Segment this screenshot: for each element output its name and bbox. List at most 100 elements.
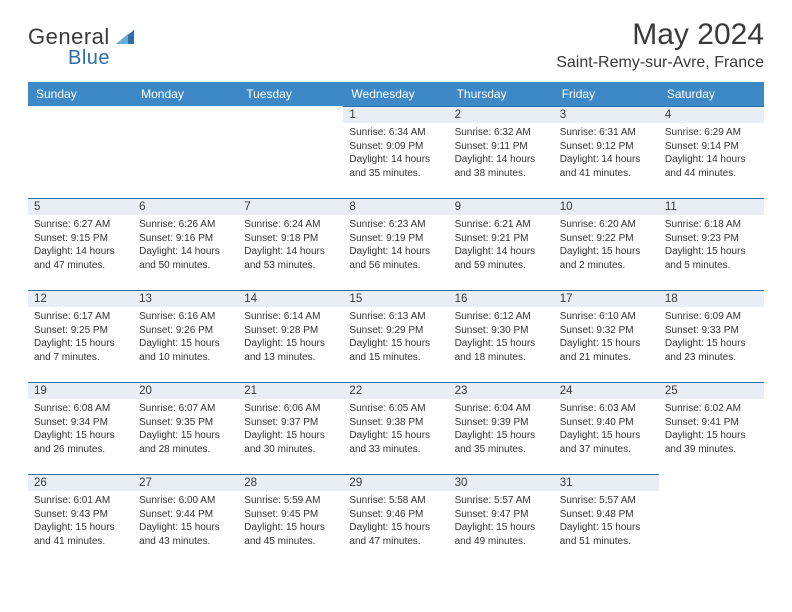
calendar-cell: 31Sunrise: 5:57 AMSunset: 9:48 PMDayligh…	[554, 474, 659, 566]
day-number: 21	[238, 382, 343, 399]
day-number: 22	[343, 382, 448, 399]
day-sunset: Sunset: 9:14 PM	[665, 140, 758, 154]
day-day2: and 44 minutes.	[665, 167, 758, 181]
day-sunrise: Sunrise: 6:07 AM	[139, 402, 232, 416]
day-day1: Daylight: 15 hours	[665, 429, 758, 443]
day-day2: and 35 minutes.	[349, 167, 442, 181]
day-day2: and 28 minutes.	[139, 443, 232, 457]
day-number: 3	[554, 106, 659, 123]
day-sunset: Sunset: 9:15 PM	[34, 232, 127, 246]
day-number: 18	[659, 290, 764, 307]
day-number: 28	[238, 474, 343, 491]
weekday-header: Sunday	[28, 82, 133, 106]
day-day1: Daylight: 15 hours	[244, 429, 337, 443]
day-day2: and 33 minutes.	[349, 443, 442, 457]
day-details: Sunrise: 6:34 AMSunset: 9:09 PMDaylight:…	[343, 123, 448, 184]
day-day2: and 15 minutes.	[349, 351, 442, 365]
calendar-cell: 26Sunrise: 6:01 AMSunset: 9:43 PMDayligh…	[28, 474, 133, 566]
day-number: 31	[554, 474, 659, 491]
day-sunrise: Sunrise: 6:27 AM	[34, 218, 127, 232]
day-sunrise: Sunrise: 6:00 AM	[139, 494, 232, 508]
day-day2: and 21 minutes.	[560, 351, 653, 365]
day-number: 11	[659, 198, 764, 215]
calendar-cell: 30Sunrise: 5:57 AMSunset: 9:47 PMDayligh…	[449, 474, 554, 566]
day-details: Sunrise: 6:17 AMSunset: 9:25 PMDaylight:…	[28, 307, 133, 368]
header: General Blue May 2024 Saint-Remy-sur-Avr…	[28, 18, 764, 76]
calendar-cell: 15Sunrise: 6:13 AMSunset: 9:29 PMDayligh…	[343, 290, 448, 382]
day-details: Sunrise: 6:09 AMSunset: 9:33 PMDaylight:…	[659, 307, 764, 368]
day-number: 23	[449, 382, 554, 399]
calendar-week-row: 26Sunrise: 6:01 AMSunset: 9:43 PMDayligh…	[28, 474, 764, 566]
day-number: 8	[343, 198, 448, 215]
day-day1: Daylight: 15 hours	[560, 337, 653, 351]
day-sunrise: Sunrise: 6:14 AM	[244, 310, 337, 324]
day-number: 29	[343, 474, 448, 491]
day-day2: and 53 minutes.	[244, 259, 337, 273]
day-sunset: Sunset: 9:37 PM	[244, 416, 337, 430]
day-details: Sunrise: 6:18 AMSunset: 9:23 PMDaylight:…	[659, 215, 764, 276]
day-day1: Daylight: 15 hours	[139, 521, 232, 535]
day-details: Sunrise: 5:59 AMSunset: 9:45 PMDaylight:…	[238, 491, 343, 552]
calendar-cell: 16Sunrise: 6:12 AMSunset: 9:30 PMDayligh…	[449, 290, 554, 382]
day-sunrise: Sunrise: 6:26 AM	[139, 218, 232, 232]
day-sunrise: Sunrise: 6:13 AM	[349, 310, 442, 324]
day-day2: and 45 minutes.	[244, 535, 337, 549]
day-details: Sunrise: 5:57 AMSunset: 9:48 PMDaylight:…	[554, 491, 659, 552]
day-sunset: Sunset: 9:25 PM	[34, 324, 127, 338]
day-sunrise: Sunrise: 6:16 AM	[139, 310, 232, 324]
day-day1: Daylight: 15 hours	[665, 245, 758, 259]
day-sunrise: Sunrise: 6:04 AM	[455, 402, 548, 416]
day-day2: and 41 minutes.	[34, 535, 127, 549]
calendar-cell: 11Sunrise: 6:18 AMSunset: 9:23 PMDayligh…	[659, 198, 764, 290]
day-day1: Daylight: 15 hours	[560, 521, 653, 535]
day-sunrise: Sunrise: 6:20 AM	[560, 218, 653, 232]
day-details: Sunrise: 6:01 AMSunset: 9:43 PMDaylight:…	[28, 491, 133, 552]
calendar-cell: 4Sunrise: 6:29 AMSunset: 9:14 PMDaylight…	[659, 106, 764, 198]
day-sunset: Sunset: 9:26 PM	[139, 324, 232, 338]
day-sunrise: Sunrise: 6:18 AM	[665, 218, 758, 232]
day-day2: and 18 minutes.	[455, 351, 548, 365]
day-details: Sunrise: 6:06 AMSunset: 9:37 PMDaylight:…	[238, 399, 343, 460]
calendar-cell: 1Sunrise: 6:34 AMSunset: 9:09 PMDaylight…	[343, 106, 448, 198]
calendar-cell: 12Sunrise: 6:17 AMSunset: 9:25 PMDayligh…	[28, 290, 133, 382]
day-details: Sunrise: 6:26 AMSunset: 9:16 PMDaylight:…	[133, 215, 238, 276]
day-number: 25	[659, 382, 764, 399]
calendar-cell: 14Sunrise: 6:14 AMSunset: 9:28 PMDayligh…	[238, 290, 343, 382]
day-day2: and 37 minutes.	[560, 443, 653, 457]
day-day1: Daylight: 15 hours	[244, 521, 337, 535]
calendar-cell: 7Sunrise: 6:24 AMSunset: 9:18 PMDaylight…	[238, 198, 343, 290]
day-day1: Daylight: 14 hours	[560, 153, 653, 167]
calendar-cell: 29Sunrise: 5:58 AMSunset: 9:46 PMDayligh…	[343, 474, 448, 566]
weekday-header: Saturday	[659, 82, 764, 106]
day-sunset: Sunset: 9:47 PM	[455, 508, 548, 522]
calendar-cell: 18Sunrise: 6:09 AMSunset: 9:33 PMDayligh…	[659, 290, 764, 382]
day-details: Sunrise: 6:12 AMSunset: 9:30 PMDaylight:…	[449, 307, 554, 368]
day-details: Sunrise: 6:21 AMSunset: 9:21 PMDaylight:…	[449, 215, 554, 276]
day-day2: and 30 minutes.	[244, 443, 337, 457]
calendar-cell: 13Sunrise: 6:16 AMSunset: 9:26 PMDayligh…	[133, 290, 238, 382]
day-number: 15	[343, 290, 448, 307]
day-details: Sunrise: 6:13 AMSunset: 9:29 PMDaylight:…	[343, 307, 448, 368]
day-sunrise: Sunrise: 6:12 AM	[455, 310, 548, 324]
calendar-week-row: 5Sunrise: 6:27 AMSunset: 9:15 PMDaylight…	[28, 198, 764, 290]
day-sunrise: Sunrise: 6:23 AM	[349, 218, 442, 232]
month-title: May 2024	[556, 18, 764, 52]
calendar-week-row: 12Sunrise: 6:17 AMSunset: 9:25 PMDayligh…	[28, 290, 764, 382]
day-details: Sunrise: 6:24 AMSunset: 9:18 PMDaylight:…	[238, 215, 343, 276]
day-number: 17	[554, 290, 659, 307]
day-sunset: Sunset: 9:28 PM	[244, 324, 337, 338]
day-sunrise: Sunrise: 6:31 AM	[560, 126, 653, 140]
day-details: Sunrise: 6:08 AMSunset: 9:34 PMDaylight:…	[28, 399, 133, 460]
day-day2: and 59 minutes.	[455, 259, 548, 273]
day-day1: Daylight: 14 hours	[349, 153, 442, 167]
location-label: Saint-Remy-sur-Avre, France	[556, 54, 764, 72]
calendar-cell	[659, 474, 764, 566]
day-details: Sunrise: 5:57 AMSunset: 9:47 PMDaylight:…	[449, 491, 554, 552]
day-sunset: Sunset: 9:40 PM	[560, 416, 653, 430]
day-sunset: Sunset: 9:44 PM	[139, 508, 232, 522]
day-day2: and 56 minutes.	[349, 259, 442, 273]
calendar-cell: 10Sunrise: 6:20 AMSunset: 9:22 PMDayligh…	[554, 198, 659, 290]
day-details: Sunrise: 6:16 AMSunset: 9:26 PMDaylight:…	[133, 307, 238, 368]
day-sunset: Sunset: 9:21 PM	[455, 232, 548, 246]
day-sunset: Sunset: 9:35 PM	[139, 416, 232, 430]
